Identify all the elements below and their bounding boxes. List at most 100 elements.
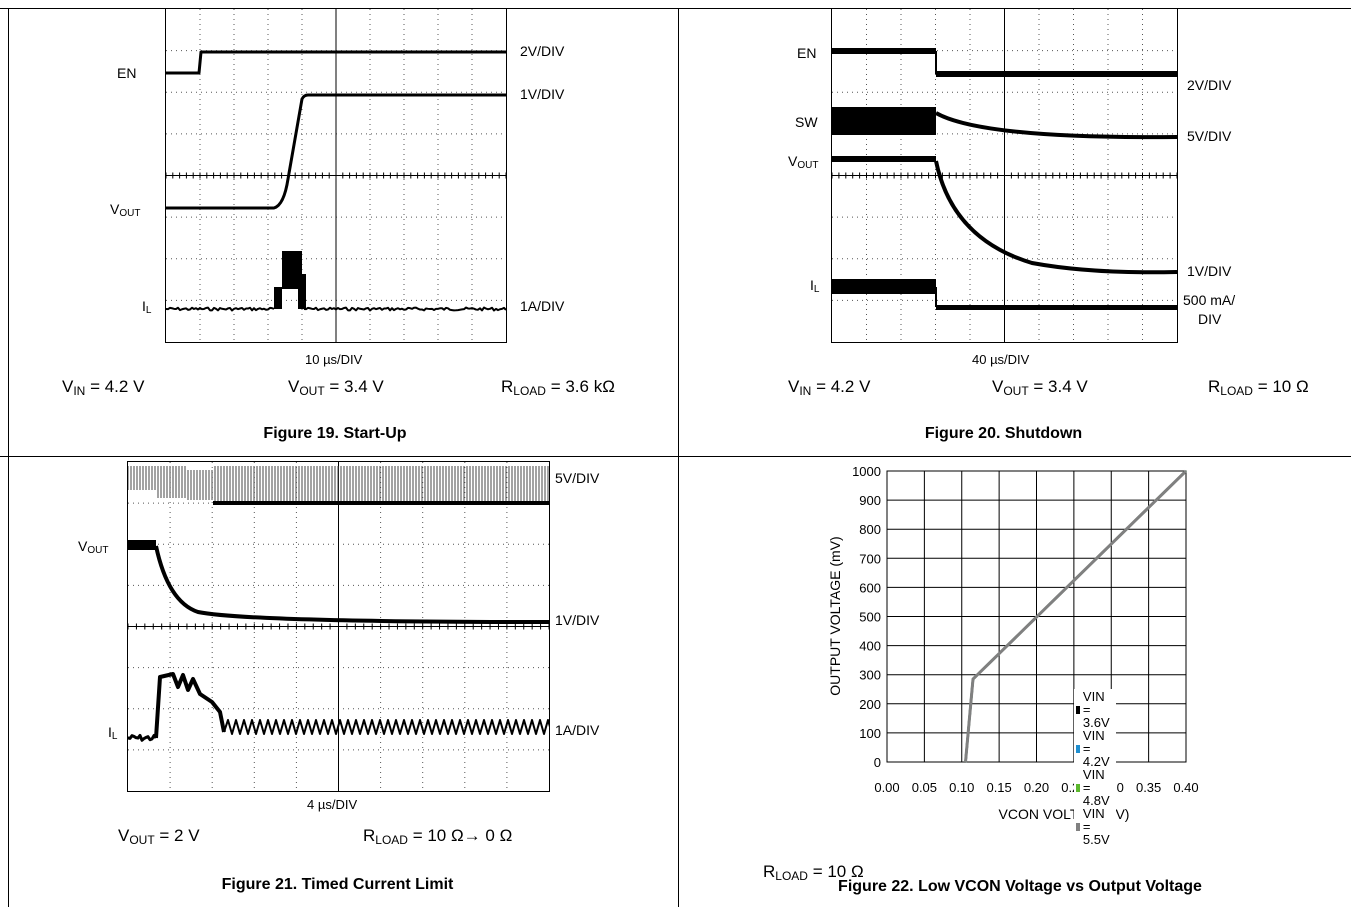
- fig20-il-scale-2: DIV: [1198, 311, 1222, 327]
- fig20-scope: [831, 8, 1178, 343]
- fig22-ytick-label: 1000: [852, 464, 881, 479]
- fig22-legend-label: VIN = 4.8V: [1082, 767, 1110, 808]
- fig22-series-line: [964, 469, 1188, 763]
- fig22-legend-item: VIN = 5.5V: [1076, 807, 1114, 846]
- fig20-sw-label: SW: [795, 114, 818, 130]
- fig22-ytick-label: 300: [859, 668, 881, 683]
- legend-swatch-icon: [1076, 822, 1080, 831]
- fig21-param-rload: RLOAD = 10 Ω→ 0 Ω: [363, 826, 513, 847]
- fig19-param-vin: VIN = 4.2 V: [62, 377, 145, 398]
- fig19-scope-svg: [166, 9, 506, 342]
- fig22-ytick-label: 500: [859, 610, 881, 625]
- fig19-vout-scale: 1V/DIV: [520, 86, 565, 102]
- fig22-legend-item: VIN = 4.2V: [1076, 729, 1114, 768]
- fig22-caption: Figure 22. Low VCON Voltage vs Output Vo…: [838, 878, 1202, 895]
- fig19-il-burst-3: [298, 274, 306, 309]
- fig19-il-burst-1: [274, 287, 282, 309]
- fig20-vout-scale: 1V/DIV: [1187, 263, 1232, 279]
- fig19-graticule: [166, 9, 506, 342]
- fig21-sw-scale: 5V/DIV: [555, 470, 600, 486]
- fig21-il-pre: [128, 733, 158, 742]
- legend-swatch-icon: [1076, 783, 1080, 792]
- fig19-timebase: 10 µs/DIV: [305, 352, 363, 367]
- fig22-ytick-label: 0: [874, 755, 881, 770]
- fig19-caption: Figure 19. Start-Up: [263, 425, 407, 442]
- grid-center-line: [678, 8, 679, 907]
- fig20-sw-scale: 5V/DIV: [1187, 128, 1232, 144]
- fig21-graticule: [128, 462, 549, 791]
- fig22-xtick-label: 0.15: [986, 780, 1011, 795]
- fig19-vout-label: VOUT: [110, 201, 141, 219]
- fig21-scope: [127, 461, 550, 792]
- fig20-timebase: 40 µs/DIV: [972, 352, 1030, 367]
- fig19-param-vout: VOUT = 3.4 V: [288, 377, 384, 398]
- fig21-timebase: 4 µs/DIV: [307, 797, 358, 812]
- fig22-xtick-label: 0.05: [912, 780, 937, 795]
- fig22-legend-item: VIN = 3.6V: [1076, 690, 1114, 729]
- fig20-param-vout: VOUT = 3.4 V: [992, 377, 1088, 398]
- fig21-il-peak: [154, 672, 226, 739]
- fig19-il-burst-2: [282, 251, 302, 289]
- fig20-il-burst: [832, 279, 936, 294]
- fig20-vout-decay: [934, 160, 1177, 275]
- fig22-xtick-label: 0.35: [1136, 780, 1161, 795]
- fig22-xtick-label: 0.40: [1173, 780, 1198, 795]
- fig21-scope-svg: [128, 462, 549, 791]
- fig22-legend-label: VIN = 5.5V: [1082, 806, 1110, 847]
- fig22-legend-label: VIN = 3.6V: [1082, 689, 1110, 730]
- fig20-param-rload: RLOAD = 10 Ω: [1208, 377, 1309, 398]
- fig22-xtick-label: 0.00: [874, 780, 899, 795]
- fig20-en-label: EN: [797, 45, 817, 61]
- fig20-sw-decay: [935, 111, 1177, 140]
- fig20-param-vin: VIN = 4.2 V: [788, 377, 871, 398]
- fig20-vout-high: [832, 156, 936, 162]
- fig22-ytick-label: 900: [859, 493, 881, 508]
- fig22-ytick-label: 800: [859, 522, 881, 537]
- legend-swatch-icon: [1076, 744, 1080, 753]
- fig19-param-rload: RLOAD = 3.6 kΩ: [501, 377, 615, 398]
- fig21-sw-trace: [128, 466, 549, 504]
- fig22-ytick-label: 200: [859, 697, 881, 712]
- fig22-legend-item: VIN = 4.8V: [1076, 768, 1114, 807]
- fig22-legend: VIN = 3.6V VIN = 4.2V VIN = 4.8V VIN = 5…: [1074, 689, 1116, 847]
- fig21-vout-high: [128, 540, 156, 550]
- fig20-vout-label: VOUT: [788, 153, 819, 171]
- fig19-scope: [165, 8, 507, 343]
- fig19-il-scale: 1A/DIV: [520, 298, 565, 314]
- grid-mid-line: [0, 456, 1351, 457]
- fig21-il-label: IL: [108, 724, 118, 742]
- fig22-ylabel: OUTPUT VOLTAGE (mV): [827, 536, 843, 695]
- fig22-param-rload: RLOAD = 10 Ω: [763, 862, 864, 883]
- fig22-ytick-label: 600: [859, 580, 881, 595]
- fig19-vout-trace: [166, 93, 506, 210]
- fig20-en-high: [832, 48, 936, 54]
- fig22-legend-label: VIN = 4.2V: [1082, 728, 1110, 769]
- fig22-ytick-label: 100: [859, 726, 881, 741]
- fig20-en-scale: 2V/DIV: [1187, 77, 1232, 93]
- fig21-sw-baseline: [213, 501, 549, 505]
- fig20-graticule: [832, 9, 1177, 342]
- fig20-caption: Figure 20. Shutdown: [924, 425, 1083, 442]
- fig21-il-scale: 1A/DIV: [555, 722, 600, 738]
- fig21-param-vout: VOUT = 2 V: [118, 826, 200, 847]
- fig19-en-scale: 2V/DIV: [520, 43, 565, 59]
- fig19-en-trace: [166, 50, 506, 75]
- fig21-caption: Figure 21. Timed Current Limit: [221, 876, 454, 893]
- fig20-il-label: IL: [810, 277, 820, 295]
- fig21-il-ripple: [223, 719, 549, 735]
- fig19-en-label: EN: [117, 65, 137, 81]
- fig22-ytick-label: 700: [859, 551, 881, 566]
- fig20-scope-svg: [832, 9, 1177, 342]
- fig20-sw-burst: [832, 107, 936, 135]
- fig19-il-trace-a: [166, 306, 275, 312]
- fig19-il-label: IL: [142, 298, 152, 316]
- fig21-vout-decay: [154, 545, 549, 624]
- grid-left-line: [8, 8, 9, 907]
- fig22-xtick-label: 0.20: [1024, 780, 1049, 795]
- fig22-ytick-label: 400: [859, 639, 881, 654]
- fig20-il-low: [936, 305, 1177, 310]
- grid-top-line: [0, 8, 1351, 9]
- fig20-il-scale-1: 500 mA/: [1183, 292, 1236, 308]
- fig21-vout-scale: 1V/DIV: [555, 612, 600, 628]
- fig22-chart: OUTPUT VOLTAGE (mV) VCON VOLTAGE (V) 0.0…: [827, 464, 1199, 822]
